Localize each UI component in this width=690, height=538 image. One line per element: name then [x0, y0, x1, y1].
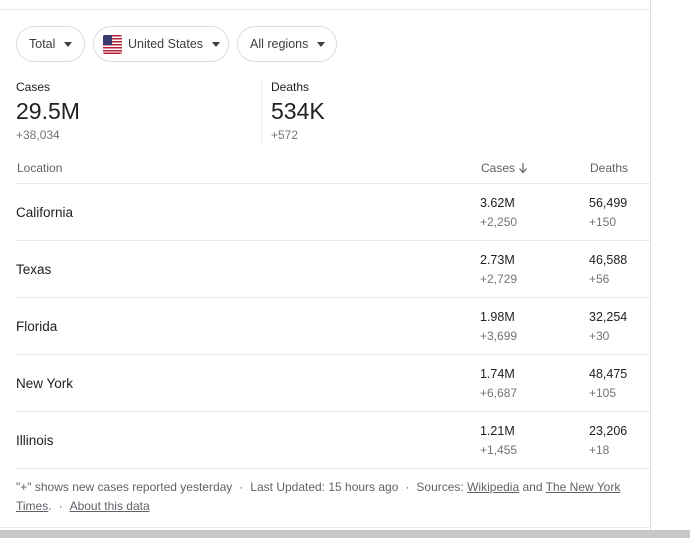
- separator-dot: ·: [239, 480, 244, 494]
- row-location: California: [16, 205, 74, 220]
- about-data-link[interactable]: About this data: [69, 499, 150, 513]
- metric-dropdown[interactable]: Total: [16, 26, 85, 62]
- footnote: "+" shows new cases reported yesterday · L…: [16, 478, 636, 516]
- footer-divider: [0, 527, 650, 528]
- source-link-nyt[interactable]: The New York Times: [16, 480, 621, 513]
- panel-right-border: [650, 0, 651, 530]
- page-gutter: [651, 0, 690, 530]
- row-cases: 1.21M: [480, 424, 515, 438]
- row-cases-delta: +2,729: [480, 272, 518, 286]
- arrow-down-icon: [519, 163, 527, 174]
- table-row[interactable]: Florida 1.98M +3,699 32,254 +30: [16, 298, 650, 355]
- country-dropdown-label: United States: [128, 37, 204, 51]
- caret-down-icon: [64, 41, 73, 47]
- source-link-wikipedia[interactable]: Wikipedia: [467, 480, 520, 494]
- caret-down-icon: [317, 41, 326, 47]
- top-divider: [0, 9, 650, 10]
- deaths-summary: Deaths 534K +572: [271, 80, 325, 142]
- metric-dropdown-label: Total: [29, 37, 56, 51]
- row-cases: 2.73M: [480, 253, 515, 267]
- last-updated: Last Updated: 15 hours ago: [250, 480, 399, 494]
- row-location: New York: [16, 376, 74, 391]
- row-cases-delta: +3,699: [480, 329, 518, 343]
- row-cases-delta: +1,455: [480, 443, 518, 457]
- row-deaths: 48,475: [589, 367, 628, 381]
- cases-summary-value: 29.5M: [16, 98, 80, 124]
- table-row[interactable]: Texas 2.73M +2,729 46,588 +56: [16, 241, 650, 298]
- footnote-period: .: [48, 499, 52, 513]
- region-dropdown-label: All regions: [250, 37, 309, 51]
- table-row[interactable]: California 3.62M +2,250 56,499 +150: [16, 184, 650, 241]
- deaths-summary-value: 534K: [271, 98, 325, 124]
- row-deaths-delta: +56: [589, 272, 610, 286]
- row-deaths: 56,499: [589, 196, 628, 210]
- cases-summary: Cases 29.5M +38,034: [16, 80, 80, 142]
- column-header-cases[interactable]: Cases: [481, 161, 528, 175]
- table-row[interactable]: Illinois 1.21M +1,455 23,206 +18: [16, 412, 650, 469]
- row-deaths-delta: +105: [589, 386, 617, 400]
- summary-divider: [261, 80, 262, 143]
- row-deaths-delta: +18: [589, 443, 610, 457]
- row-location: Illinois: [16, 433, 54, 448]
- row-deaths-delta: +150: [589, 215, 617, 229]
- separator-dot: ·: [405, 480, 410, 494]
- country-dropdown[interactable]: United States: [93, 26, 229, 62]
- row-cases-delta: +2,250: [480, 215, 518, 229]
- row-location: Texas: [16, 262, 52, 277]
- row-cases: 3.62M: [480, 196, 515, 210]
- horizontal-scrollbar[interactable]: [0, 530, 690, 538]
- caret-down-icon: [212, 41, 221, 47]
- row-location: Florida: [16, 319, 58, 334]
- row-deaths: 23,206: [589, 424, 628, 438]
- sources-and: and: [522, 480, 543, 494]
- deaths-summary-delta: +572: [271, 128, 299, 142]
- row-deaths-delta: +30: [589, 329, 610, 343]
- footnote-explanation: "+" shows new cases reported yesterday: [16, 480, 233, 494]
- separator-dot: ·: [58, 499, 63, 513]
- table-row[interactable]: New York 1.74M +6,687 48,475 +105: [16, 355, 650, 412]
- table-header-divider: [16, 183, 650, 184]
- row-cases: 1.98M: [480, 310, 515, 324]
- row-deaths: 32,254: [589, 310, 628, 324]
- deaths-summary-label: Deaths: [271, 80, 310, 94]
- column-header-location: Location: [17, 161, 63, 175]
- us-flag-icon: [103, 34, 122, 54]
- region-dropdown[interactable]: All regions: [237, 26, 337, 62]
- row-cases-delta: +6,687: [480, 386, 518, 400]
- row-deaths: 46,588: [589, 253, 628, 267]
- column-header-deaths: Deaths: [590, 161, 629, 175]
- cases-summary-label: Cases: [16, 80, 51, 94]
- sources-label: Sources:: [416, 480, 464, 494]
- row-cases: 1.74M: [480, 367, 515, 381]
- cases-summary-delta: +38,034: [16, 128, 60, 142]
- column-header-cases-label: Cases: [481, 161, 516, 175]
